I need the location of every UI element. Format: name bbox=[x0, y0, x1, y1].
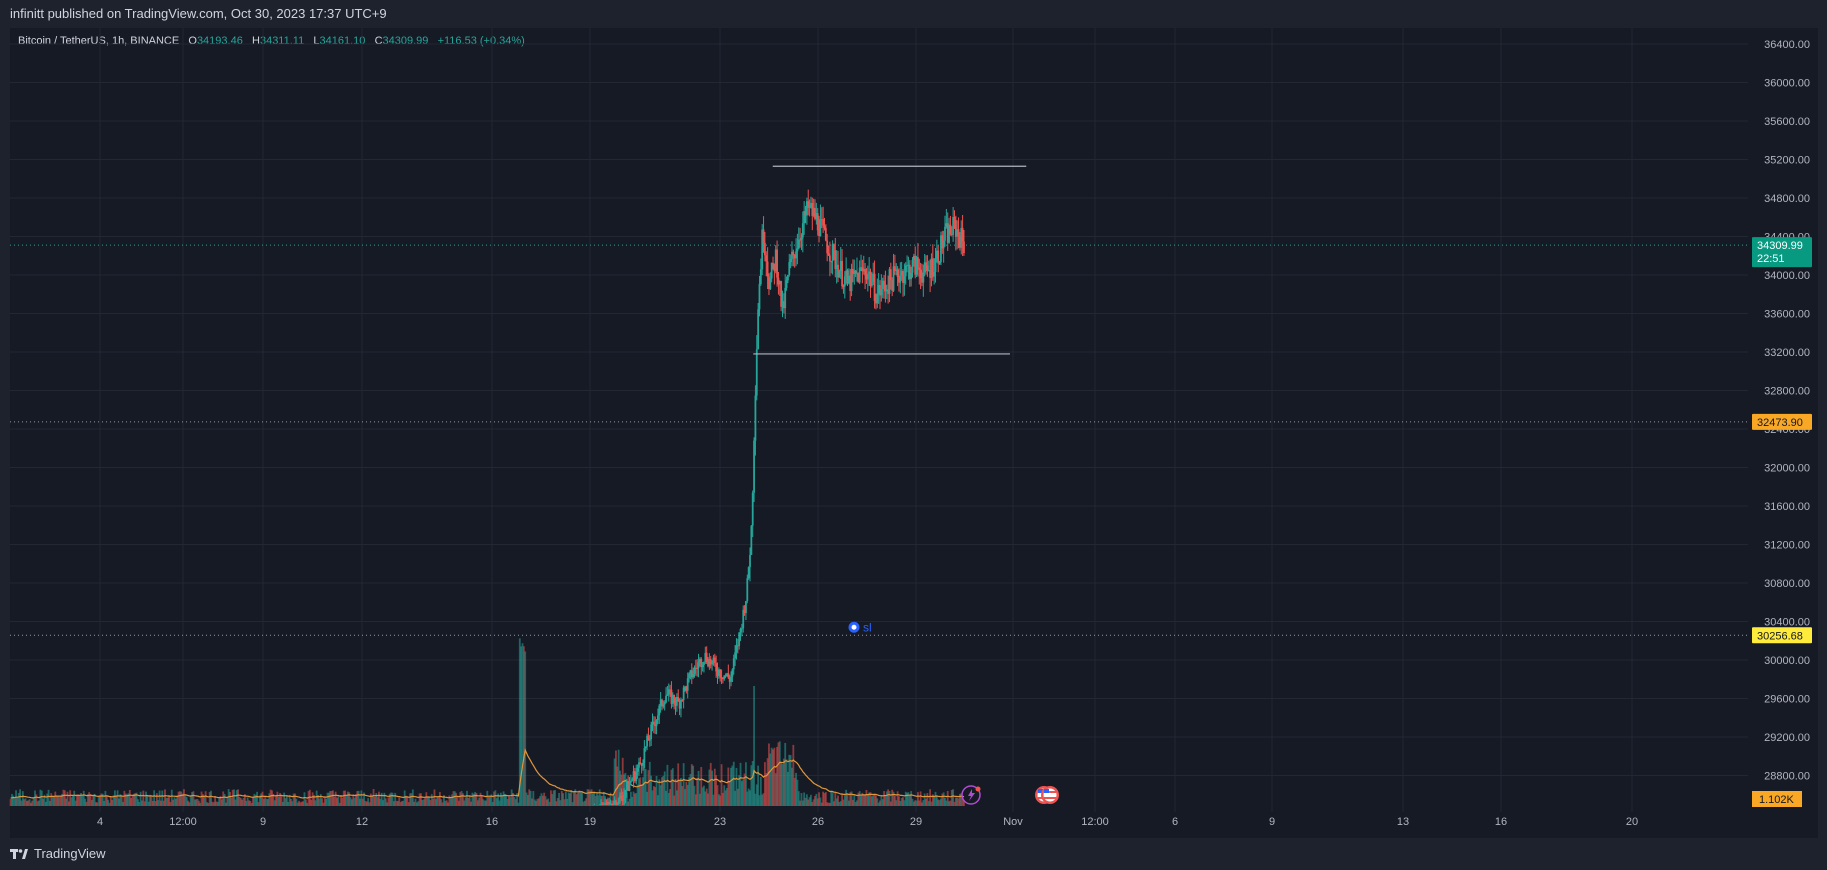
low-label: L bbox=[313, 35, 320, 47]
footer-brand: TradingView bbox=[34, 846, 106, 861]
footer: TradingView bbox=[10, 842, 106, 866]
symbol-legend: Bitcoin / TetherUS, 1h, BINANCE O34193.4… bbox=[18, 35, 525, 47]
open-label: O bbox=[188, 35, 197, 47]
high-value: 34311.11 bbox=[259, 35, 305, 47]
open-value: 34193.46 bbox=[196, 35, 243, 47]
publish-info-bar: infinitt published on TradingView.com, O… bbox=[0, 0, 1827, 28]
symbol-title: Bitcoin / TetherUS, 1h, BINANCE bbox=[18, 35, 180, 47]
chart-frame[interactable] bbox=[10, 28, 1818, 838]
high-label: H bbox=[252, 35, 260, 47]
close-label: C bbox=[374, 35, 383, 47]
change-value: +116.53 (+0.34%) bbox=[437, 35, 525, 47]
published-line: infinitt published on TradingView.com, O… bbox=[10, 6, 387, 21]
close-value: 34309.99 bbox=[382, 35, 429, 47]
low-value: 34161.10 bbox=[319, 35, 366, 47]
tradingview-logo-icon bbox=[10, 848, 28, 860]
